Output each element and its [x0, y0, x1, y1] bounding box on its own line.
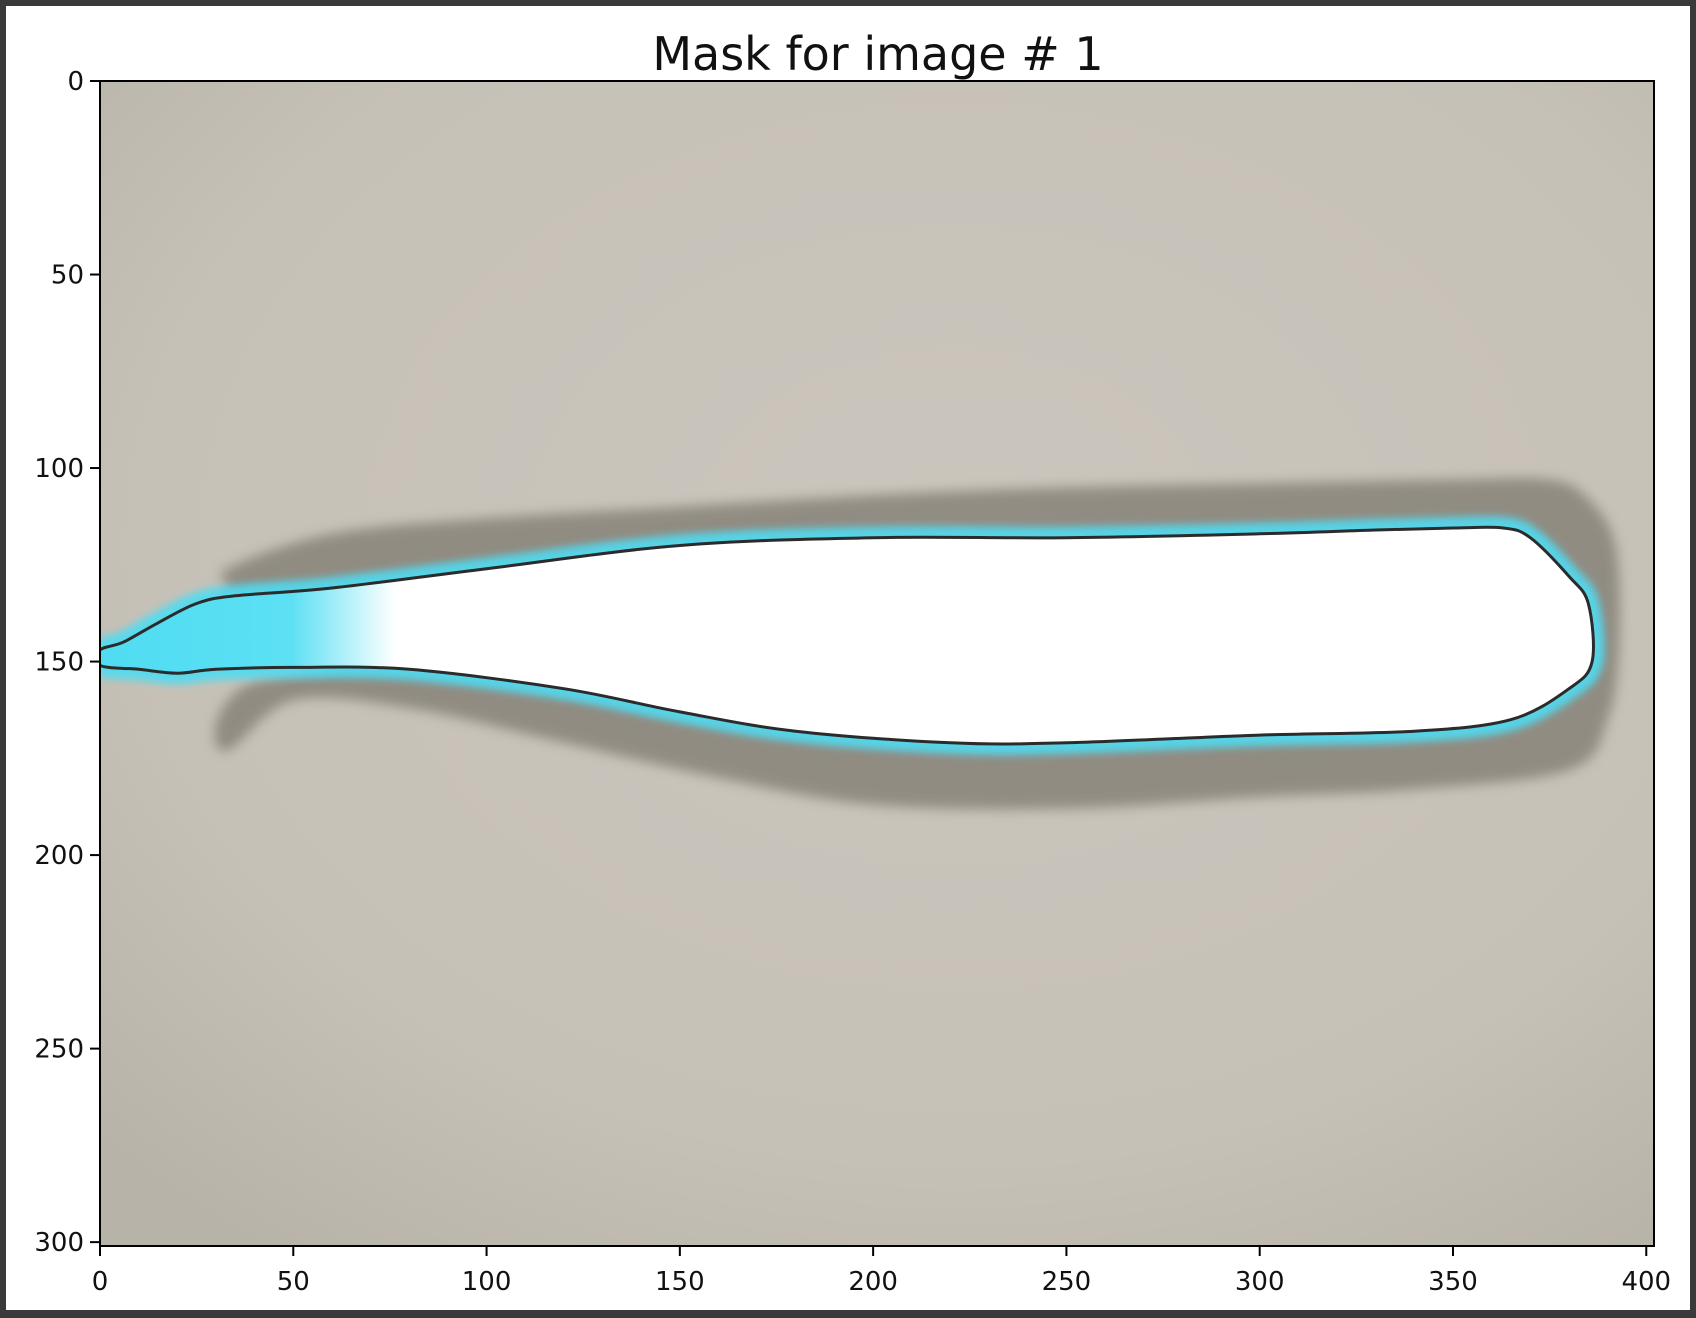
x-axis: 0 50 100 150 200 250 300 350 400 — [92, 1246, 1671, 1297]
x-tick-label: 300 — [1235, 1267, 1285, 1297]
y-tick-label: 250 — [34, 1035, 84, 1065]
y-tick-label: 50 — [51, 261, 84, 291]
y-tick-label: 200 — [34, 841, 84, 871]
chart-title: Mask for image # 1 — [652, 27, 1103, 81]
image-area — [100, 81, 1654, 1246]
y-tick-label: 300 — [34, 1228, 84, 1258]
x-tick-label: 50 — [277, 1267, 310, 1297]
x-tick-label: 200 — [848, 1267, 898, 1297]
figure: Mask for image # 1 0 50 100 150 200 250 300 350… — [6, 6, 1690, 1310]
x-tick-label: 250 — [1042, 1267, 1092, 1297]
x-tick-label: 0 — [92, 1267, 109, 1297]
y-tick-label: 100 — [34, 454, 84, 484]
x-tick-label: 400 — [1621, 1267, 1671, 1297]
y-tick-label: 0 — [67, 67, 84, 97]
x-tick-label: 350 — [1428, 1267, 1478, 1297]
x-tick-label: 150 — [655, 1267, 705, 1297]
plot: Mask for image # 1 0 50 100 150 200 250 300 350… — [34, 27, 1671, 1297]
y-axis: 0 50 100 150 200 250 300 — [34, 67, 100, 1258]
mask-region — [100, 525, 1595, 746]
axes-frame — [99, 80, 1655, 1247]
x-tick-label: 100 — [462, 1267, 512, 1297]
y-tick-label: 150 — [34, 648, 84, 678]
